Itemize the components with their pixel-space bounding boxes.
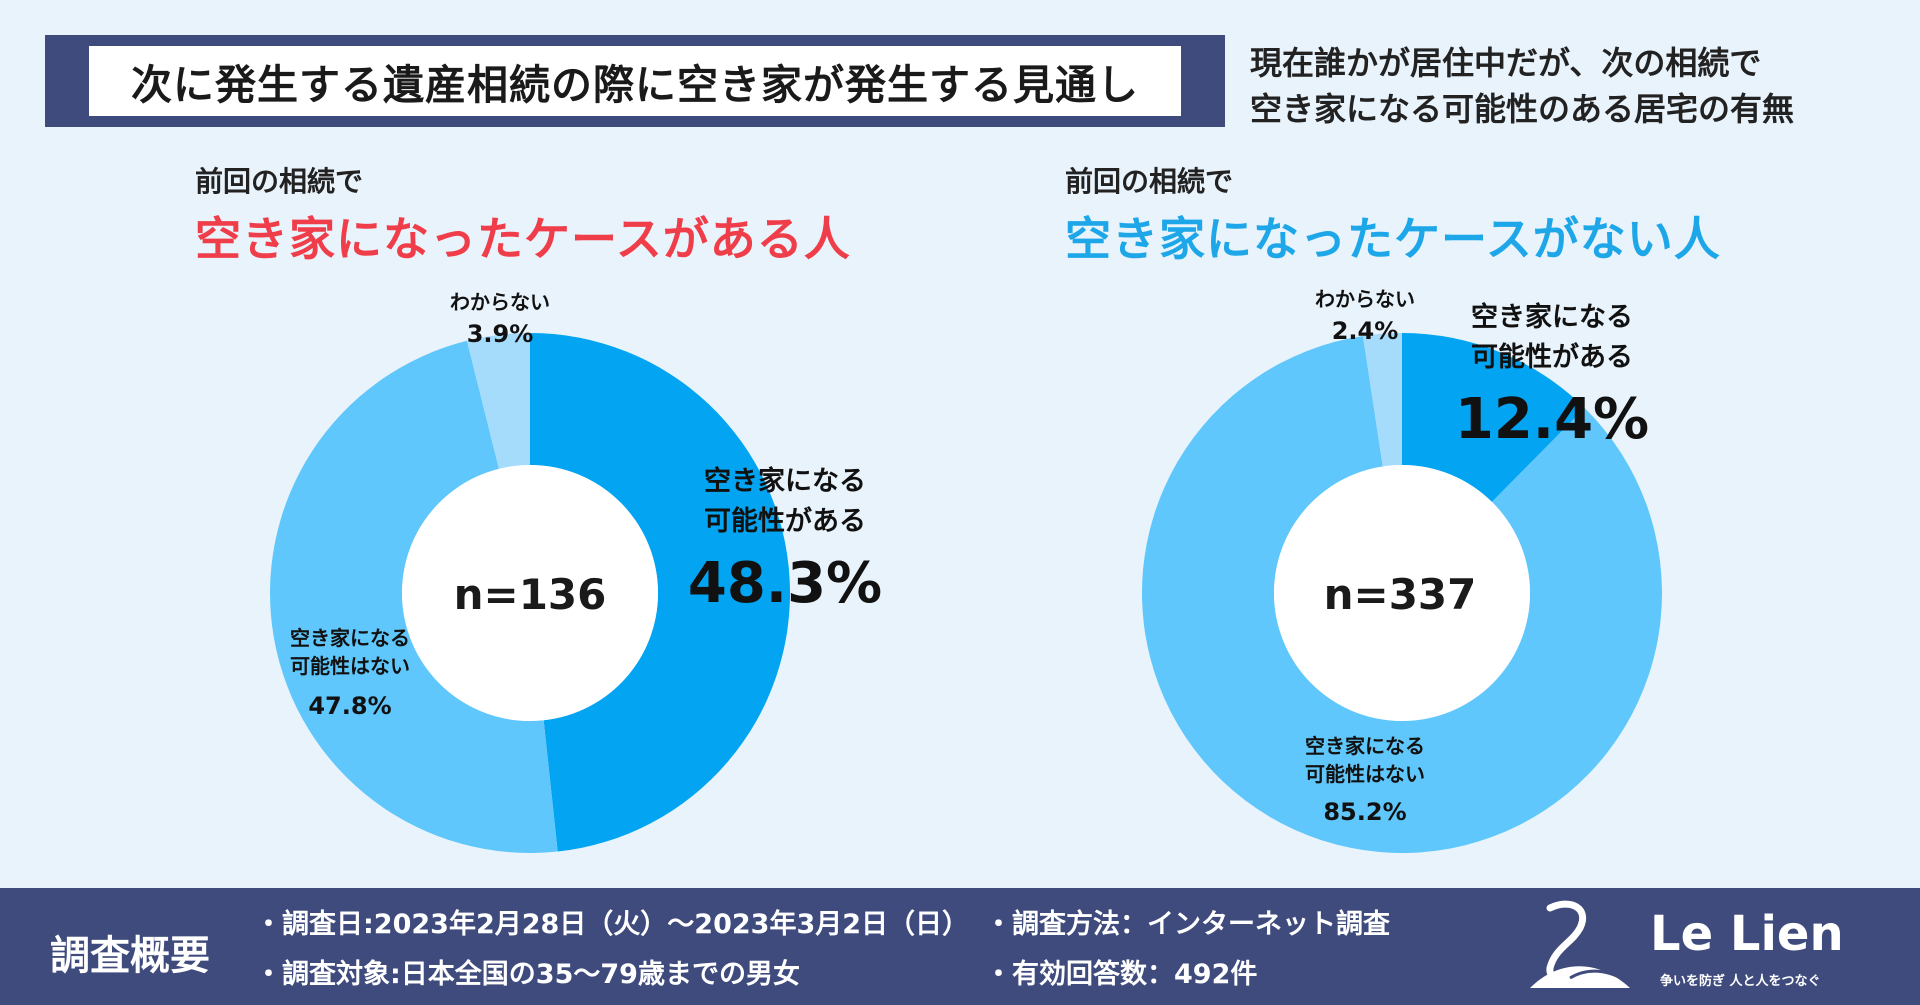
right-no-line2: 可能性はない	[1305, 762, 1425, 786]
right-caption: 前回の相続で	[1065, 165, 1234, 198]
right-n-label: n=337	[1323, 570, 1477, 619]
right-heading: 空き家になったケースがない人	[1065, 212, 1721, 266]
donut-right-slice-unknown	[1362, 333, 1402, 467]
left-yes-line2: 可能性がある	[704, 506, 866, 537]
left-heading: 空き家になったケースがある人	[195, 212, 851, 266]
right-yes-line1: 空き家になる	[1471, 302, 1633, 333]
lelien-logo: Le Lien 争いを防ぎ 人と人をつなぐ	[1510, 888, 1910, 1005]
left-no-line1: 空き家になる	[290, 626, 410, 650]
subtitle: 現在誰かが居住中だが、次の相続で 空き家になる可能性のある居宅の有無	[1250, 40, 1794, 132]
left-caption: 前回の相続で	[195, 165, 364, 198]
left-donut-chart	[269, 333, 790, 854]
footer-item-date: ・調査日:2023年2月28日（火）〜2023年3月2日（日）	[255, 909, 970, 940]
right-no-pct: 85.2%	[1323, 798, 1407, 826]
left-yes-line1: 空き家になる	[704, 466, 866, 497]
footer-item-method: ・調査方法：インターネット調査	[985, 909, 1390, 940]
right-unknown-label: わからない	[1315, 287, 1415, 311]
footer-item-responses: ・有効回答数：492件	[985, 959, 1258, 990]
donut-left-slice-unknown	[466, 333, 530, 469]
footer-survey-summary: 調査概要 ・調査日:2023年2月28日（火）〜2023年3月2日（日） ・調査…	[0, 888, 1920, 1005]
lelien-logo-mark-icon	[1530, 900, 1637, 990]
left-no-line2: 可能性はない	[290, 654, 410, 678]
right-donut-chart	[1142, 333, 1662, 853]
logo-tagline: 争いを防ぎ 人と人をつなぐ	[1660, 974, 1821, 989]
left-n-label: n=136	[453, 570, 607, 619]
donut-left-slice-not-possible	[269, 340, 558, 854]
right-unknown-pct: 2.4%	[1331, 317, 1399, 345]
title-separator	[1210, 35, 1222, 127]
left-yes-pct: 48.3%	[687, 551, 883, 616]
donut-left-center	[402, 465, 658, 721]
left-unknown-label: わからない	[450, 290, 550, 314]
subtitle-line-2: 空き家になる可能性のある居宅の有無	[1250, 90, 1795, 128]
donut-right-slice-possible	[1402, 333, 1585, 502]
right-no-line1: 空き家になる	[1305, 734, 1425, 758]
footer-title: 調査概要	[50, 933, 210, 979]
left-unknown-pct: 3.9%	[466, 320, 534, 348]
subtitle-line-1: 現在誰かが居住中だが、次の相続で	[1250, 44, 1762, 82]
donut-right-center	[1274, 465, 1530, 721]
logo-name: Le Lien	[1650, 906, 1844, 962]
right-yes-pct: 12.4%	[1454, 387, 1650, 452]
donut-right-slice-not-possible	[1142, 335, 1662, 853]
footer-item-target: ・調査対象:日本全国の35〜79歳までの男女	[255, 959, 800, 990]
left-no-pct: 47.8%	[308, 692, 392, 720]
donut-left-slice-possible	[530, 333, 790, 852]
right-yes-line2: 可能性がある	[1471, 342, 1633, 373]
page-title: 次に発生する遺産相続の際に空き家が発生する見通し	[85, 42, 1185, 120]
